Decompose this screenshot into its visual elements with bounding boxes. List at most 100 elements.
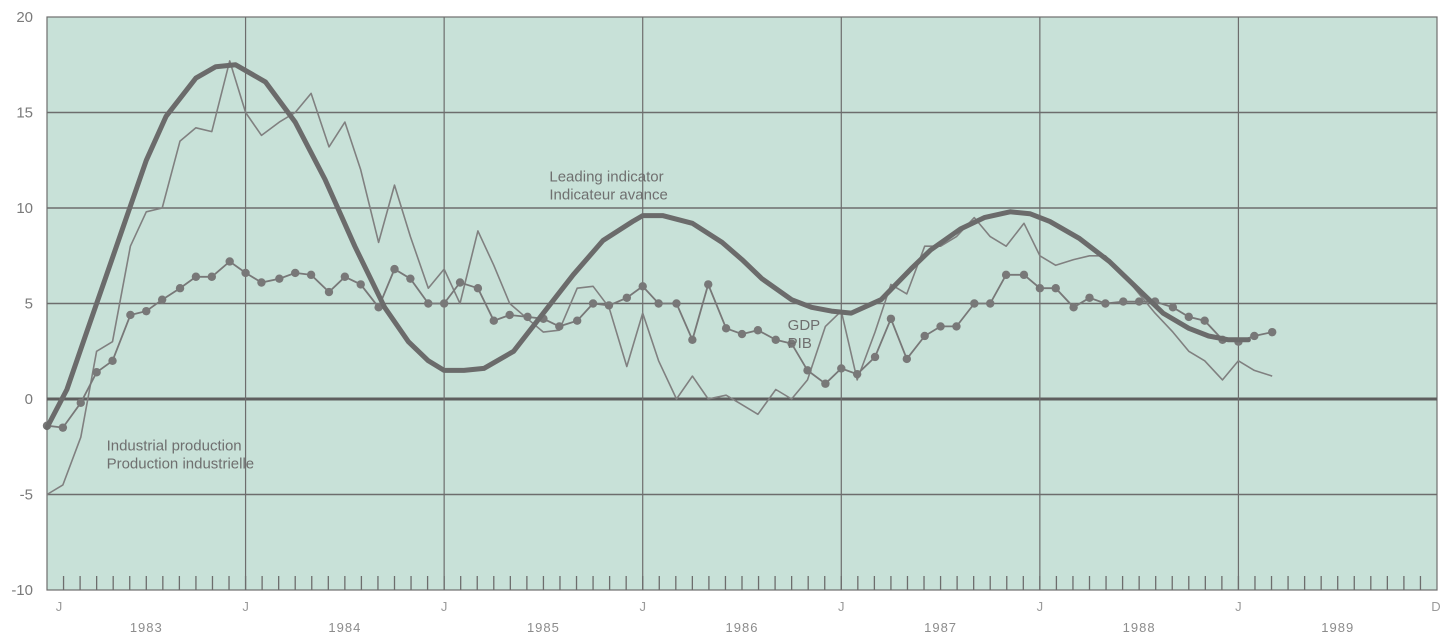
gdp-point (340, 272, 350, 281)
x-tick-label: J (56, 599, 63, 614)
gdp-point (1035, 284, 1045, 293)
annotation-label: Indicateur avance (549, 186, 667, 203)
gdp-point (1200, 316, 1209, 325)
gdp-point (672, 299, 681, 308)
y-axis: -10 -5 0 5 10 15 20 (11, 9, 33, 599)
gdp-point (638, 282, 647, 291)
gdp-point (1101, 299, 1110, 308)
gdp-point (1119, 297, 1128, 306)
year-label: 1989 (1321, 620, 1354, 635)
gdp-point (1051, 284, 1060, 293)
gdp-point (58, 423, 68, 432)
gdp-point (803, 366, 812, 375)
gdp-point (257, 278, 266, 287)
y-tick-label: -5 (20, 487, 33, 504)
x-tick-label: J (441, 599, 448, 614)
annotation-label: Production industrielle (107, 456, 255, 473)
gdp-point (439, 299, 449, 308)
industrial-production-line (46, 60, 1273, 496)
gdp-point (970, 299, 979, 308)
gdp-point (837, 364, 846, 373)
gdp-point (721, 324, 731, 333)
x-axis: J J J J J J J D 1983 1984 1985 1986 1987 1988 1989 (56, 599, 1441, 635)
y-tick-label: -10 (11, 582, 33, 599)
gdp-point (704, 280, 713, 289)
gdp-point (572, 316, 582, 325)
gdp-point (688, 335, 697, 344)
gdp-point (92, 368, 101, 377)
grid-lines (47, 17, 1437, 590)
x-tick-label: J (1235, 599, 1242, 614)
y-tick-label: 0 (25, 391, 33, 408)
annotation-label: GDP (788, 317, 821, 334)
gdp-point (473, 284, 483, 293)
year-label: 1985 (527, 620, 560, 635)
gdp-point (1267, 327, 1277, 337)
x-tick-label: J (1037, 599, 1044, 614)
gdp-point (291, 268, 300, 278)
gdp-point (821, 379, 830, 388)
gdp-point (406, 274, 415, 283)
y-tick-label: 5 (25, 296, 33, 313)
series-layer (42, 60, 1277, 496)
gdp-point (1069, 303, 1078, 312)
gdp-point (390, 264, 399, 274)
x-tick-label: D (1431, 599, 1440, 614)
gdp-point (241, 268, 250, 278)
y-tick-label: 15 (16, 105, 33, 122)
gdp-point (870, 352, 880, 362)
gdp-point (523, 312, 532, 322)
gdp-point (1001, 270, 1011, 280)
y-tick-label: 10 (16, 200, 33, 217)
gdp-point (622, 293, 632, 302)
gdp-point (936, 322, 945, 331)
gdp-point (76, 398, 85, 408)
gdp-point (555, 322, 564, 331)
gdp-point (1250, 331, 1259, 341)
year-label: 1987 (924, 620, 957, 635)
gdp-point (787, 339, 796, 348)
gdp-point (654, 299, 663, 308)
gdp-point (852, 369, 862, 379)
gdp-point (225, 257, 234, 266)
gdp-point (489, 316, 498, 325)
gdp-point (753, 326, 763, 335)
year-label: 1984 (328, 620, 361, 635)
annotation-label: Leading indicator (549, 168, 663, 185)
gdp-point (737, 329, 747, 339)
gdp-point (175, 284, 185, 293)
x-tick-label: J (639, 599, 646, 614)
x-tick-label: J (242, 599, 249, 614)
y-tick-label: 20 (16, 9, 33, 26)
minor-tick-marks (62, 576, 1422, 590)
gdp-point (207, 272, 217, 281)
x-tick-label: J (838, 599, 845, 614)
leading-indicator-line (44, 62, 1251, 431)
gdp-point (142, 306, 151, 316)
gdp-point (771, 335, 780, 344)
gdp-point (588, 299, 598, 308)
gdp-point (455, 278, 465, 287)
gdp-point (126, 310, 135, 320)
gdp-point (920, 331, 929, 341)
gdp-point (424, 299, 433, 308)
gdp-point (157, 295, 167, 304)
gdp-point (1019, 270, 1029, 280)
year-label: 1986 (726, 620, 759, 635)
gdp-point (902, 354, 912, 364)
gdp-point (191, 272, 201, 281)
gdp-point (1134, 297, 1144, 306)
year-label: 1988 (1123, 620, 1156, 635)
gdp-point (886, 314, 896, 323)
gdp-point (505, 310, 514, 320)
annotation-label: PIB (788, 335, 812, 352)
gdp-point (1184, 312, 1193, 322)
gdp-point (952, 322, 961, 331)
gdp-point (275, 274, 284, 283)
year-label: 1983 (130, 620, 163, 635)
gdp-point (108, 356, 117, 365)
gdp-point (324, 287, 334, 297)
gdp-point (356, 280, 365, 289)
gdp-point (986, 299, 995, 308)
